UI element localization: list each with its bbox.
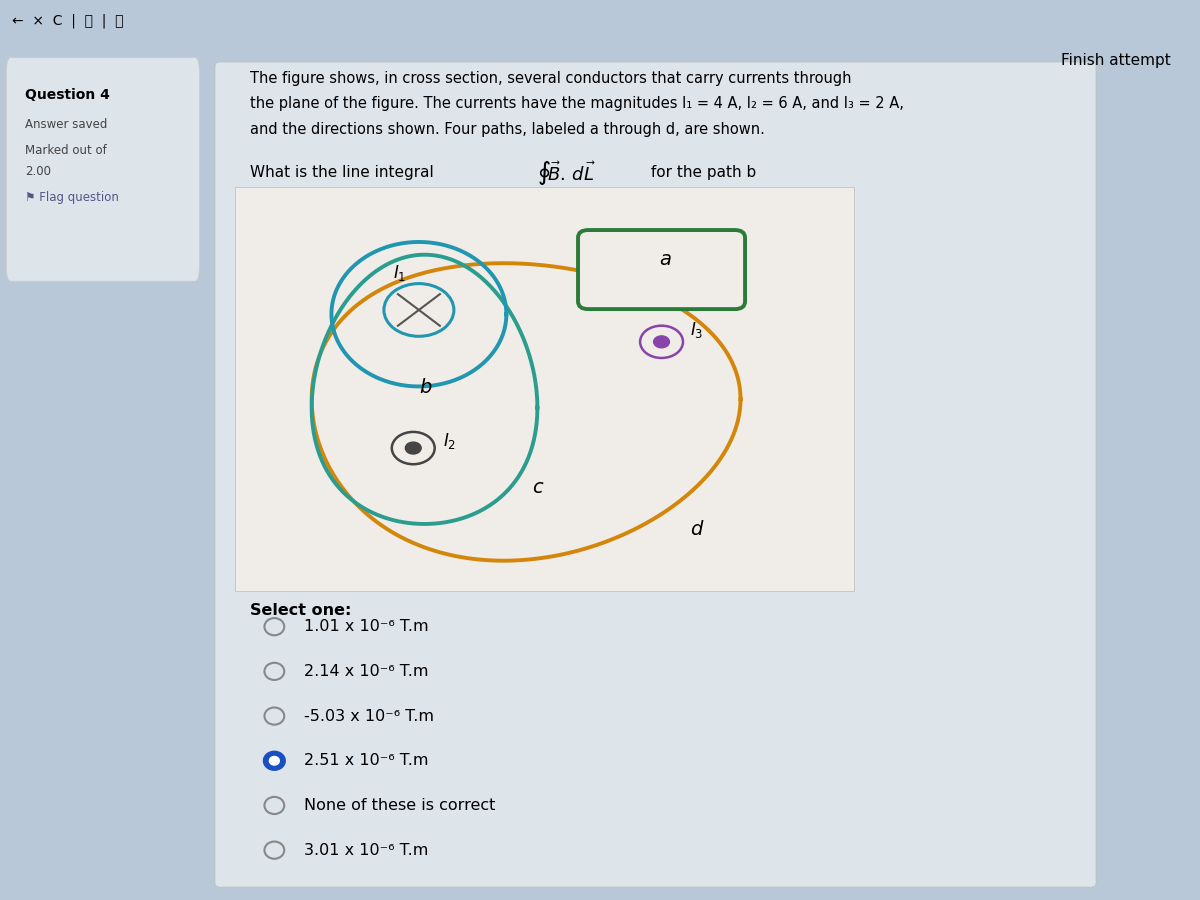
- Text: c: c: [532, 478, 542, 497]
- Text: $I_3$: $I_3$: [690, 320, 703, 340]
- Text: The figure shows, in cross section, several conductors that carry currents throu: The figure shows, in cross section, seve…: [250, 70, 851, 86]
- Text: What is the line integral: What is the line integral: [250, 165, 443, 180]
- Text: 2.51 x 10⁻⁶ T.m: 2.51 x 10⁻⁶ T.m: [304, 753, 428, 769]
- Text: and the directions shown. Four paths, labeled a through d, are shown.: and the directions shown. Four paths, la…: [250, 122, 764, 137]
- FancyBboxPatch shape: [235, 186, 853, 590]
- Text: ⚑ Flag question: ⚑ Flag question: [25, 191, 119, 204]
- Text: b: b: [419, 378, 431, 397]
- Text: a: a: [659, 250, 671, 269]
- Text: None of these is correct: None of these is correct: [304, 798, 496, 813]
- Text: 1.01 x 10⁻⁶ T.m: 1.01 x 10⁻⁶ T.m: [304, 619, 428, 634]
- Text: Question 4: Question 4: [25, 88, 110, 102]
- Circle shape: [270, 757, 280, 765]
- FancyBboxPatch shape: [215, 62, 1096, 887]
- Text: $I_1$: $I_1$: [394, 263, 407, 284]
- Circle shape: [654, 336, 670, 347]
- Text: Marked out of: Marked out of: [25, 144, 107, 157]
- FancyBboxPatch shape: [578, 230, 745, 309]
- Text: ←  ×  C  |  ⓘ  |  Ⓐ: ← × C | ⓘ | Ⓐ: [12, 13, 124, 28]
- Text: 2.00: 2.00: [25, 165, 52, 178]
- Text: the plane of the figure. The currents have the magnitudes I₁ = 4 A, I₂ = 6 A, an: the plane of the figure. The currents ha…: [250, 96, 904, 112]
- Text: $I_2$: $I_2$: [443, 431, 456, 451]
- Text: $\oint\!\vec{B}.\,d\vec{L}$: $\oint\!\vec{B}.\,d\vec{L}$: [536, 159, 595, 187]
- Text: 3.01 x 10⁻⁶ T.m: 3.01 x 10⁻⁶ T.m: [304, 842, 428, 858]
- Circle shape: [406, 442, 421, 454]
- Text: Answer saved: Answer saved: [25, 118, 108, 130]
- Text: Select one:: Select one:: [250, 604, 350, 618]
- Text: for the path b: for the path b: [646, 165, 756, 180]
- Text: d: d: [690, 520, 702, 539]
- Text: -5.03 x 10⁻⁶ T.m: -5.03 x 10⁻⁶ T.m: [304, 708, 434, 724]
- FancyBboxPatch shape: [6, 58, 199, 281]
- Text: 2.14 x 10⁻⁶ T.m: 2.14 x 10⁻⁶ T.m: [304, 664, 428, 679]
- Text: Finish attempt: Finish attempt: [1061, 53, 1170, 68]
- Circle shape: [264, 752, 286, 770]
